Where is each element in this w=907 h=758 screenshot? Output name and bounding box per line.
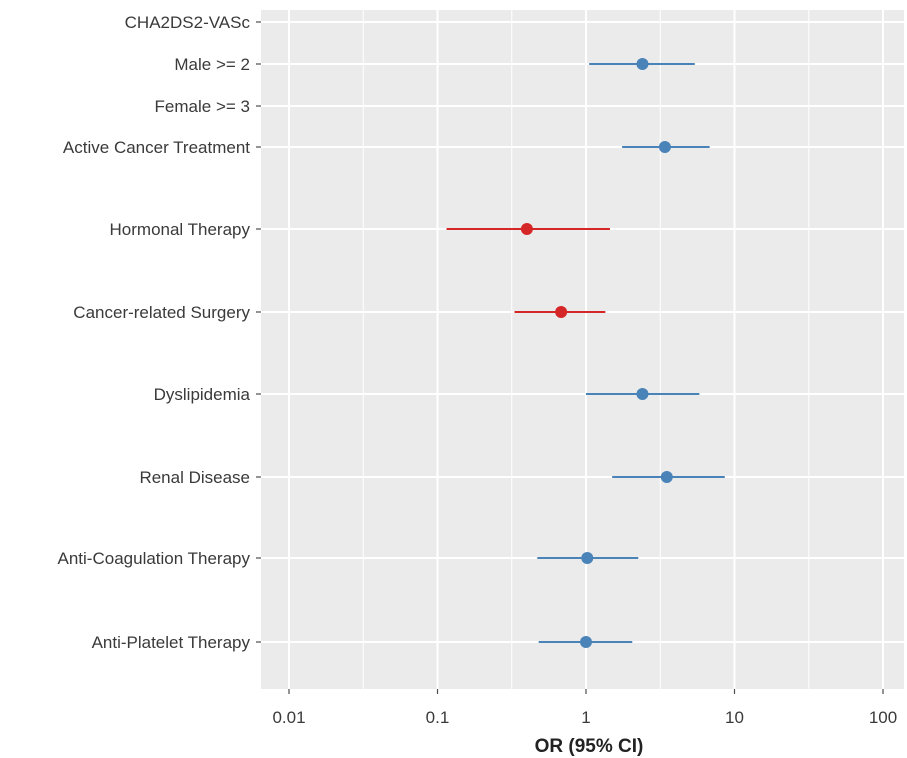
row-label: Renal Disease bbox=[139, 468, 250, 487]
plot-panel bbox=[261, 10, 904, 689]
point-estimate bbox=[658, 141, 671, 153]
y-axis-labels: CHA2DS2-VASc Male >= 2 Female >= 3 Active C… bbox=[58, 13, 251, 652]
point-estimate bbox=[636, 388, 649, 400]
row-label: Female >= 3 bbox=[155, 97, 250, 116]
row-label: Cancer-related Surgery bbox=[73, 303, 250, 322]
point-estimate bbox=[581, 552, 594, 564]
point-estimate bbox=[520, 223, 533, 235]
x-axis-tick-labels: 0.01 0.1 1 10 100 bbox=[272, 708, 897, 727]
x-tick-label: 1 bbox=[581, 708, 590, 727]
row-label: CHA2DS2-VASc bbox=[125, 13, 251, 32]
estimates bbox=[446, 58, 725, 648]
x-tick-label: 0.1 bbox=[426, 708, 450, 727]
point-estimate bbox=[660, 471, 673, 483]
row-label: Anti-Platelet Therapy bbox=[92, 633, 251, 652]
y-axis-ticks bbox=[256, 21, 261, 643]
x-tick-label: 100 bbox=[869, 708, 897, 727]
row-label: Male >= 2 bbox=[174, 55, 250, 74]
row-label: Anti-Coagulation Therapy bbox=[58, 549, 251, 568]
x-axis-ticks bbox=[288, 689, 884, 694]
x-axis-title: OR (95% CI) bbox=[535, 736, 644, 757]
point-estimate bbox=[580, 636, 592, 648]
point-estimate bbox=[555, 306, 568, 318]
row-label: Active Cancer Treatment bbox=[63, 138, 250, 157]
row-label: Hormonal Therapy bbox=[110, 220, 251, 239]
point-estimate bbox=[636, 58, 649, 70]
x-tick-label: 0.01 bbox=[272, 708, 305, 727]
x-tick-label: 10 bbox=[725, 708, 744, 727]
row-label: Dyslipidemia bbox=[154, 385, 251, 404]
